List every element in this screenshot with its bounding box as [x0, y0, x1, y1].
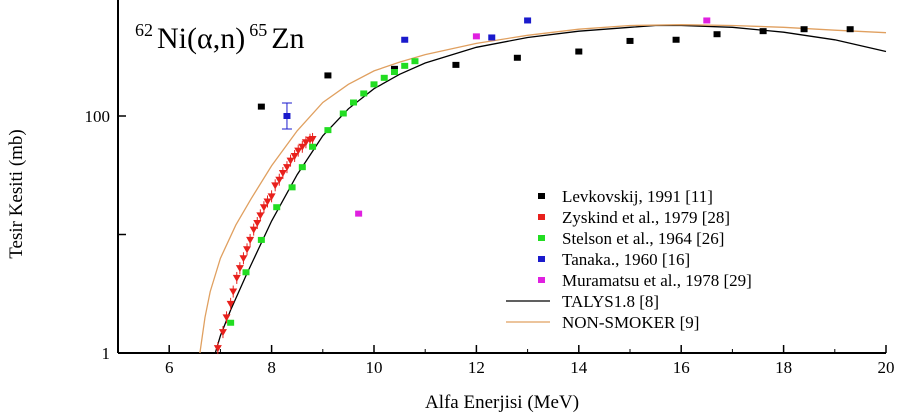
- data-point: [350, 99, 358, 106]
- legend-swatch: [538, 256, 545, 262]
- y-tick-label: 100: [85, 107, 111, 126]
- data-point: [401, 36, 409, 43]
- data-point: [257, 103, 265, 110]
- legend-label: NON-SMOKER [9]: [562, 313, 699, 332]
- data-point: [626, 37, 634, 44]
- chart-title: 62 Ni(α,n) 65 Zn: [135, 20, 305, 55]
- x-tick-label: 18: [775, 358, 792, 377]
- x-tick-label: 10: [366, 358, 383, 377]
- data-point: [472, 33, 480, 40]
- data-point: [672, 36, 680, 43]
- data-point: [288, 184, 296, 191]
- title-mass-product: 65: [249, 20, 267, 40]
- x-tick-label: 8: [267, 358, 276, 377]
- data-point: [524, 17, 532, 24]
- title-reaction: Ni(α,n): [157, 22, 245, 55]
- curve-6: [199, 24, 887, 354]
- title-product: Zn: [271, 22, 304, 55]
- curve-5: [214, 24, 887, 354]
- data-point: [703, 17, 711, 24]
- x-tick-label: 20: [878, 358, 895, 377]
- x-tick-label: 14: [570, 358, 588, 377]
- legend-swatch: [538, 277, 545, 283]
- x-axis-label: Alfa Enerjisi (MeV): [425, 392, 579, 413]
- legend-label: Stelson et al., 1964 [26]: [562, 229, 724, 248]
- data-point: [298, 164, 306, 171]
- legend-swatch: [538, 193, 545, 199]
- x-axis-ticks: 6 8 10 12 14 16 18 20: [117, 345, 895, 377]
- data-point: [242, 269, 250, 276]
- legend-label: Tanaka., 1960 [16]: [562, 250, 690, 269]
- data-point: [488, 34, 496, 41]
- legend-label: Zyskind et al., 1979 [28]: [562, 208, 730, 227]
- data-point: [227, 319, 235, 326]
- data-point: [513, 54, 521, 61]
- data-point: [257, 236, 265, 243]
- data-point: [355, 210, 363, 217]
- x-tick-label: 16: [673, 358, 690, 377]
- legend-label: Muramatsu et al., 1978 [29]: [562, 271, 752, 290]
- data-point: [575, 48, 583, 55]
- data-point: [759, 28, 767, 35]
- data-point: [800, 26, 808, 33]
- data-point: [411, 58, 419, 65]
- y-tick-label: 1: [102, 344, 111, 363]
- data-point: [360, 90, 368, 97]
- legend: Levkovskij, 1991 [11] Zyskind et al., 197…: [506, 187, 752, 332]
- legend-swatch: [538, 214, 545, 220]
- model-curves: [199, 24, 887, 354]
- data-point: [273, 204, 281, 211]
- data-point: [370, 81, 378, 88]
- data-point: [339, 110, 347, 117]
- legend-swatch: [538, 235, 545, 241]
- legend-label: TALYS1.8 [8]: [562, 292, 659, 311]
- data-point: [324, 72, 332, 79]
- data-point: [390, 65, 398, 72]
- data-point: [309, 143, 317, 150]
- data-point: [390, 69, 398, 76]
- x-tick-label: 12: [468, 358, 485, 377]
- x-tick-label: 6: [165, 358, 174, 377]
- data-point: [380, 74, 388, 81]
- title-mass-target: 62: [135, 20, 153, 40]
- data-point: [401, 62, 409, 69]
- y-axis-ticks: 1 100: [85, 107, 126, 363]
- experimental-points: [213, 17, 854, 355]
- legend-label: Levkovskij, 1991 [11]: [562, 187, 713, 206]
- data-point: [846, 26, 854, 33]
- y-axis-label: Tesir Kesiti (mb): [6, 129, 27, 259]
- data-point: [452, 61, 460, 68]
- data-point: [713, 31, 721, 38]
- data-point: [324, 127, 332, 134]
